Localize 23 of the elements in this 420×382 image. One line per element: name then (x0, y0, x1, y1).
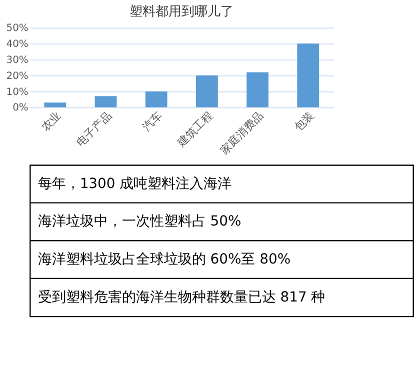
y-tick-label: 20% (6, 70, 28, 82)
y-tick-label: 0% (12, 102, 28, 114)
bar (246, 72, 268, 108)
bar (44, 102, 66, 108)
x-tick-label: 建筑工程 (174, 109, 216, 150)
bar (297, 44, 320, 108)
x-tick-label: 家庭消费品 (218, 109, 266, 158)
chart-title: 塑料都用到哪儿了 (130, 4, 234, 20)
y-tick-label: 30% (6, 54, 28, 66)
text: 受到塑料危害的海洋生物种群数量已达 817 种 (38, 289, 326, 306)
text: 每年，1300 成吨塑料注入海洋 (38, 176, 232, 192)
bar (196, 75, 218, 108)
x-tick-label: 包装 (292, 109, 317, 134)
text: 海洋塑料垃圾占全球垃圾的 60%至 80% (38, 252, 291, 268)
text: 海洋垃圾中，一次性塑料占 50% (38, 214, 242, 230)
y-tick-label: 40% (6, 39, 28, 50)
bar (145, 91, 168, 108)
y-tick-label: 50% (6, 23, 28, 34)
y-tick-label: 10% (6, 86, 28, 98)
x-tick-label: 农业 (38, 109, 64, 134)
x-tick-label: 电子产品 (74, 109, 114, 150)
bar (94, 96, 117, 108)
x-tick-label: 汽车 (140, 109, 165, 134)
